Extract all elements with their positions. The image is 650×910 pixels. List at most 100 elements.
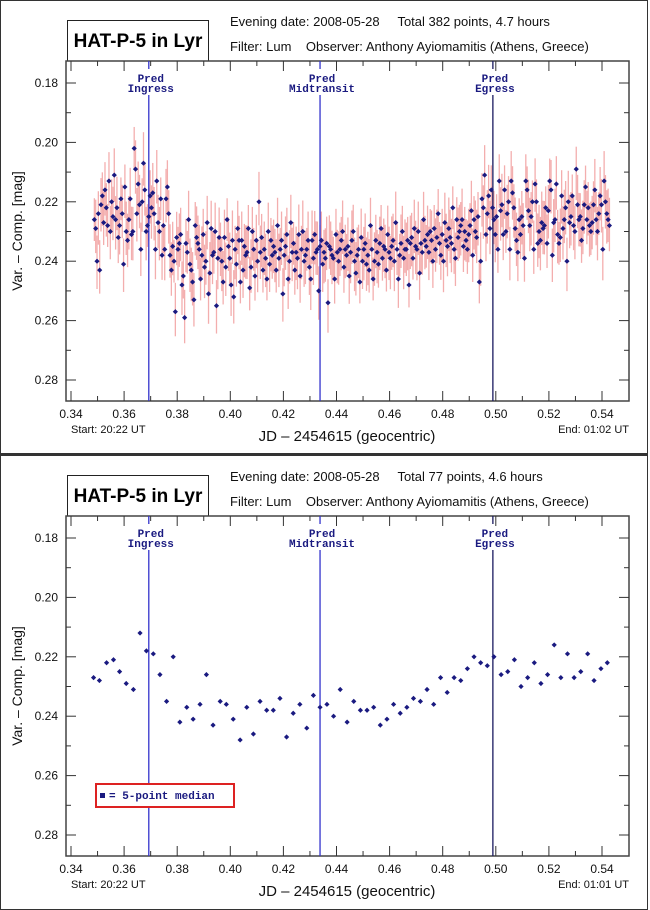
data-point	[292, 267, 298, 273]
data-point	[501, 187, 508, 193]
data-point	[280, 291, 286, 297]
info-filter-observer: Filter: Lum Observer: Anthony Ayiomamiti…	[230, 39, 589, 54]
data-point	[475, 214, 481, 220]
data-point	[391, 258, 397, 264]
data-point	[397, 710, 403, 716]
data-point	[337, 246, 343, 252]
data-point	[126, 217, 132, 223]
data-point	[513, 237, 520, 244]
data-point	[365, 252, 371, 258]
data-point	[600, 246, 606, 252]
data-point	[496, 178, 502, 184]
x-tick-label: 0.46	[378, 407, 402, 421]
info-date-points: Evening date: 2008-05-28 Total 382 point…	[230, 14, 550, 29]
data-point	[450, 205, 456, 211]
data-point	[516, 217, 522, 223]
data-point	[124, 237, 131, 244]
data-point	[264, 707, 270, 713]
data-point	[581, 202, 587, 208]
x-tick-label: 0.50	[484, 862, 508, 876]
data-point	[338, 237, 344, 244]
data-point	[248, 264, 254, 270]
data-point	[606, 222, 613, 229]
data-point	[131, 145, 137, 151]
data-point	[549, 252, 555, 258]
top-panel: HAT-P-5 in Lyr Evening date: 2008-05-28 …	[0, 0, 648, 455]
end-time-label: End: 01:01 UT	[558, 879, 629, 891]
data-point	[541, 222, 547, 229]
data-point	[471, 654, 477, 660]
data-point	[565, 199, 571, 205]
data-point	[116, 222, 123, 229]
data-point	[156, 228, 163, 235]
data-point	[439, 231, 445, 238]
data-point	[521, 255, 528, 261]
data-point	[257, 249, 263, 255]
data-point	[488, 187, 494, 193]
data-point	[223, 264, 229, 270]
data-point	[162, 246, 168, 252]
data-point	[447, 234, 453, 241]
data-point	[373, 237, 379, 244]
data-point	[330, 713, 337, 719]
data-point	[532, 181, 538, 187]
data-point	[604, 211, 610, 217]
data-point	[270, 243, 277, 249]
data-point	[377, 722, 383, 728]
data-point	[164, 184, 170, 190]
data-point	[196, 246, 202, 252]
data-point	[212, 228, 218, 235]
data-point	[148, 205, 155, 211]
ingress-label-line2: Ingress	[128, 84, 174, 96]
data-point	[472, 228, 478, 235]
x-tick-label: 0.54	[590, 407, 614, 421]
data-point	[545, 208, 551, 214]
data-point	[160, 222, 166, 229]
data-point	[221, 234, 228, 241]
data-point	[203, 672, 210, 678]
data-point	[529, 199, 536, 205]
data-point	[491, 217, 497, 223]
data-point	[350, 228, 356, 235]
data-point	[444, 689, 450, 696]
data-point	[518, 683, 524, 690]
data-point	[251, 246, 257, 252]
data-point	[355, 246, 362, 252]
y-tick-label: 0.22	[35, 650, 59, 664]
data-point	[139, 199, 145, 205]
data-point	[557, 234, 563, 241]
data-point	[324, 240, 330, 246]
data-point	[604, 660, 610, 666]
x-tick-label: 0.50	[484, 407, 508, 421]
data-point	[110, 214, 116, 220]
data-point	[423, 243, 429, 249]
data-point	[345, 243, 351, 249]
data-point	[200, 231, 206, 238]
data-point	[597, 193, 603, 199]
data-point	[217, 246, 224, 252]
data-point	[313, 249, 319, 255]
data-point	[515, 249, 521, 255]
data-point	[490, 205, 496, 211]
data-point	[239, 237, 245, 244]
data-point	[409, 234, 415, 241]
data-point	[395, 276, 401, 282]
x-tick-label: 0.46	[378, 862, 402, 876]
x-tick-label: 0.48	[431, 862, 455, 876]
data-point	[601, 178, 607, 184]
data-point	[310, 255, 317, 261]
data-point	[386, 249, 392, 255]
data-point	[195, 240, 201, 246]
data-point	[580, 225, 586, 232]
data-point	[284, 231, 290, 238]
data-point	[436, 240, 443, 246]
data-point	[592, 187, 598, 193]
data-point	[174, 234, 180, 241]
data-point	[578, 237, 585, 244]
legend-label: = 5-point median	[109, 791, 215, 803]
data-point	[98, 202, 104, 208]
data-point	[531, 246, 537, 252]
data-point	[364, 707, 370, 713]
x-tick-label: 0.36	[112, 407, 136, 421]
data-point	[456, 228, 463, 235]
